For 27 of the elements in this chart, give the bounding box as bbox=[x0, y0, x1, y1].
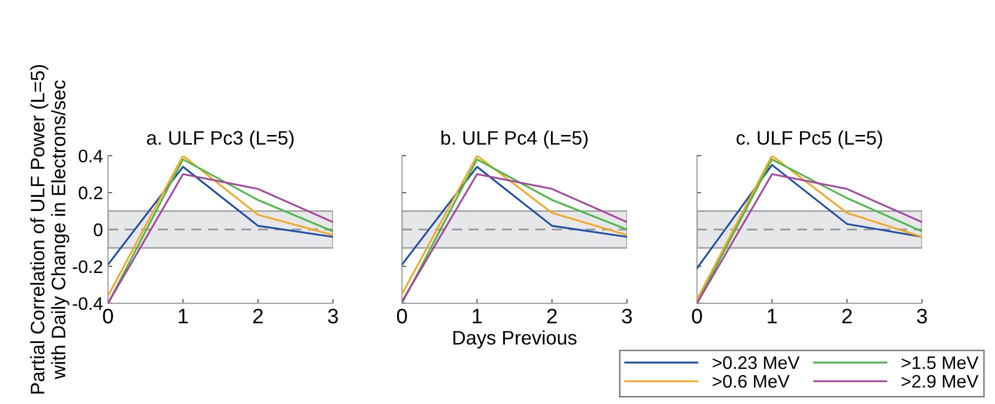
y-tick-label: -0.2 bbox=[72, 260, 102, 274]
x-tick-label: 3 bbox=[622, 308, 632, 324]
x-tick-label: 2 bbox=[547, 308, 557, 324]
y-tick-label: 0.2 bbox=[78, 186, 102, 200]
x-tick-label: 1 bbox=[178, 308, 188, 324]
x-tick-label: 1 bbox=[472, 308, 482, 324]
line-series bbox=[108, 166, 333, 266]
x-tick-label: 0 bbox=[103, 308, 113, 324]
x-tick-label: 3 bbox=[328, 308, 338, 324]
legend-label: >0.6 MeV bbox=[712, 374, 790, 388]
chart-title: a. ULF Pc3 (L=5) bbox=[147, 130, 294, 149]
x-tick-label: 2 bbox=[842, 308, 852, 324]
y-tick-label: 0.4 bbox=[78, 150, 103, 162]
legend-label: >1.5 MeV bbox=[902, 356, 978, 370]
x-tick-label: 0 bbox=[397, 308, 407, 324]
x-axis-title: Days Previous bbox=[453, 330, 576, 348]
x-tick-label: 2 bbox=[253, 308, 263, 324]
x-tick-label: 0 bbox=[692, 308, 702, 324]
legend-label: >2.9 MeV bbox=[902, 374, 978, 388]
x-tick-label: 3 bbox=[917, 308, 927, 324]
chart-title: b. ULF Pc4 (L=5) bbox=[441, 130, 588, 149]
legend-label: >0.23 MeV bbox=[712, 356, 800, 370]
x-tick-label: 1 bbox=[768, 308, 777, 324]
chart-title: c. ULF Pc5 (L=5) bbox=[736, 130, 882, 149]
y-tick-label: 0 bbox=[94, 223, 102, 236]
y-axis-title: Partial Correlation of ULF Power (L=5) with Daily Change in Electrons/sec bbox=[30, 65, 70, 394]
y-tick-label: -0.4 bbox=[72, 297, 103, 310]
